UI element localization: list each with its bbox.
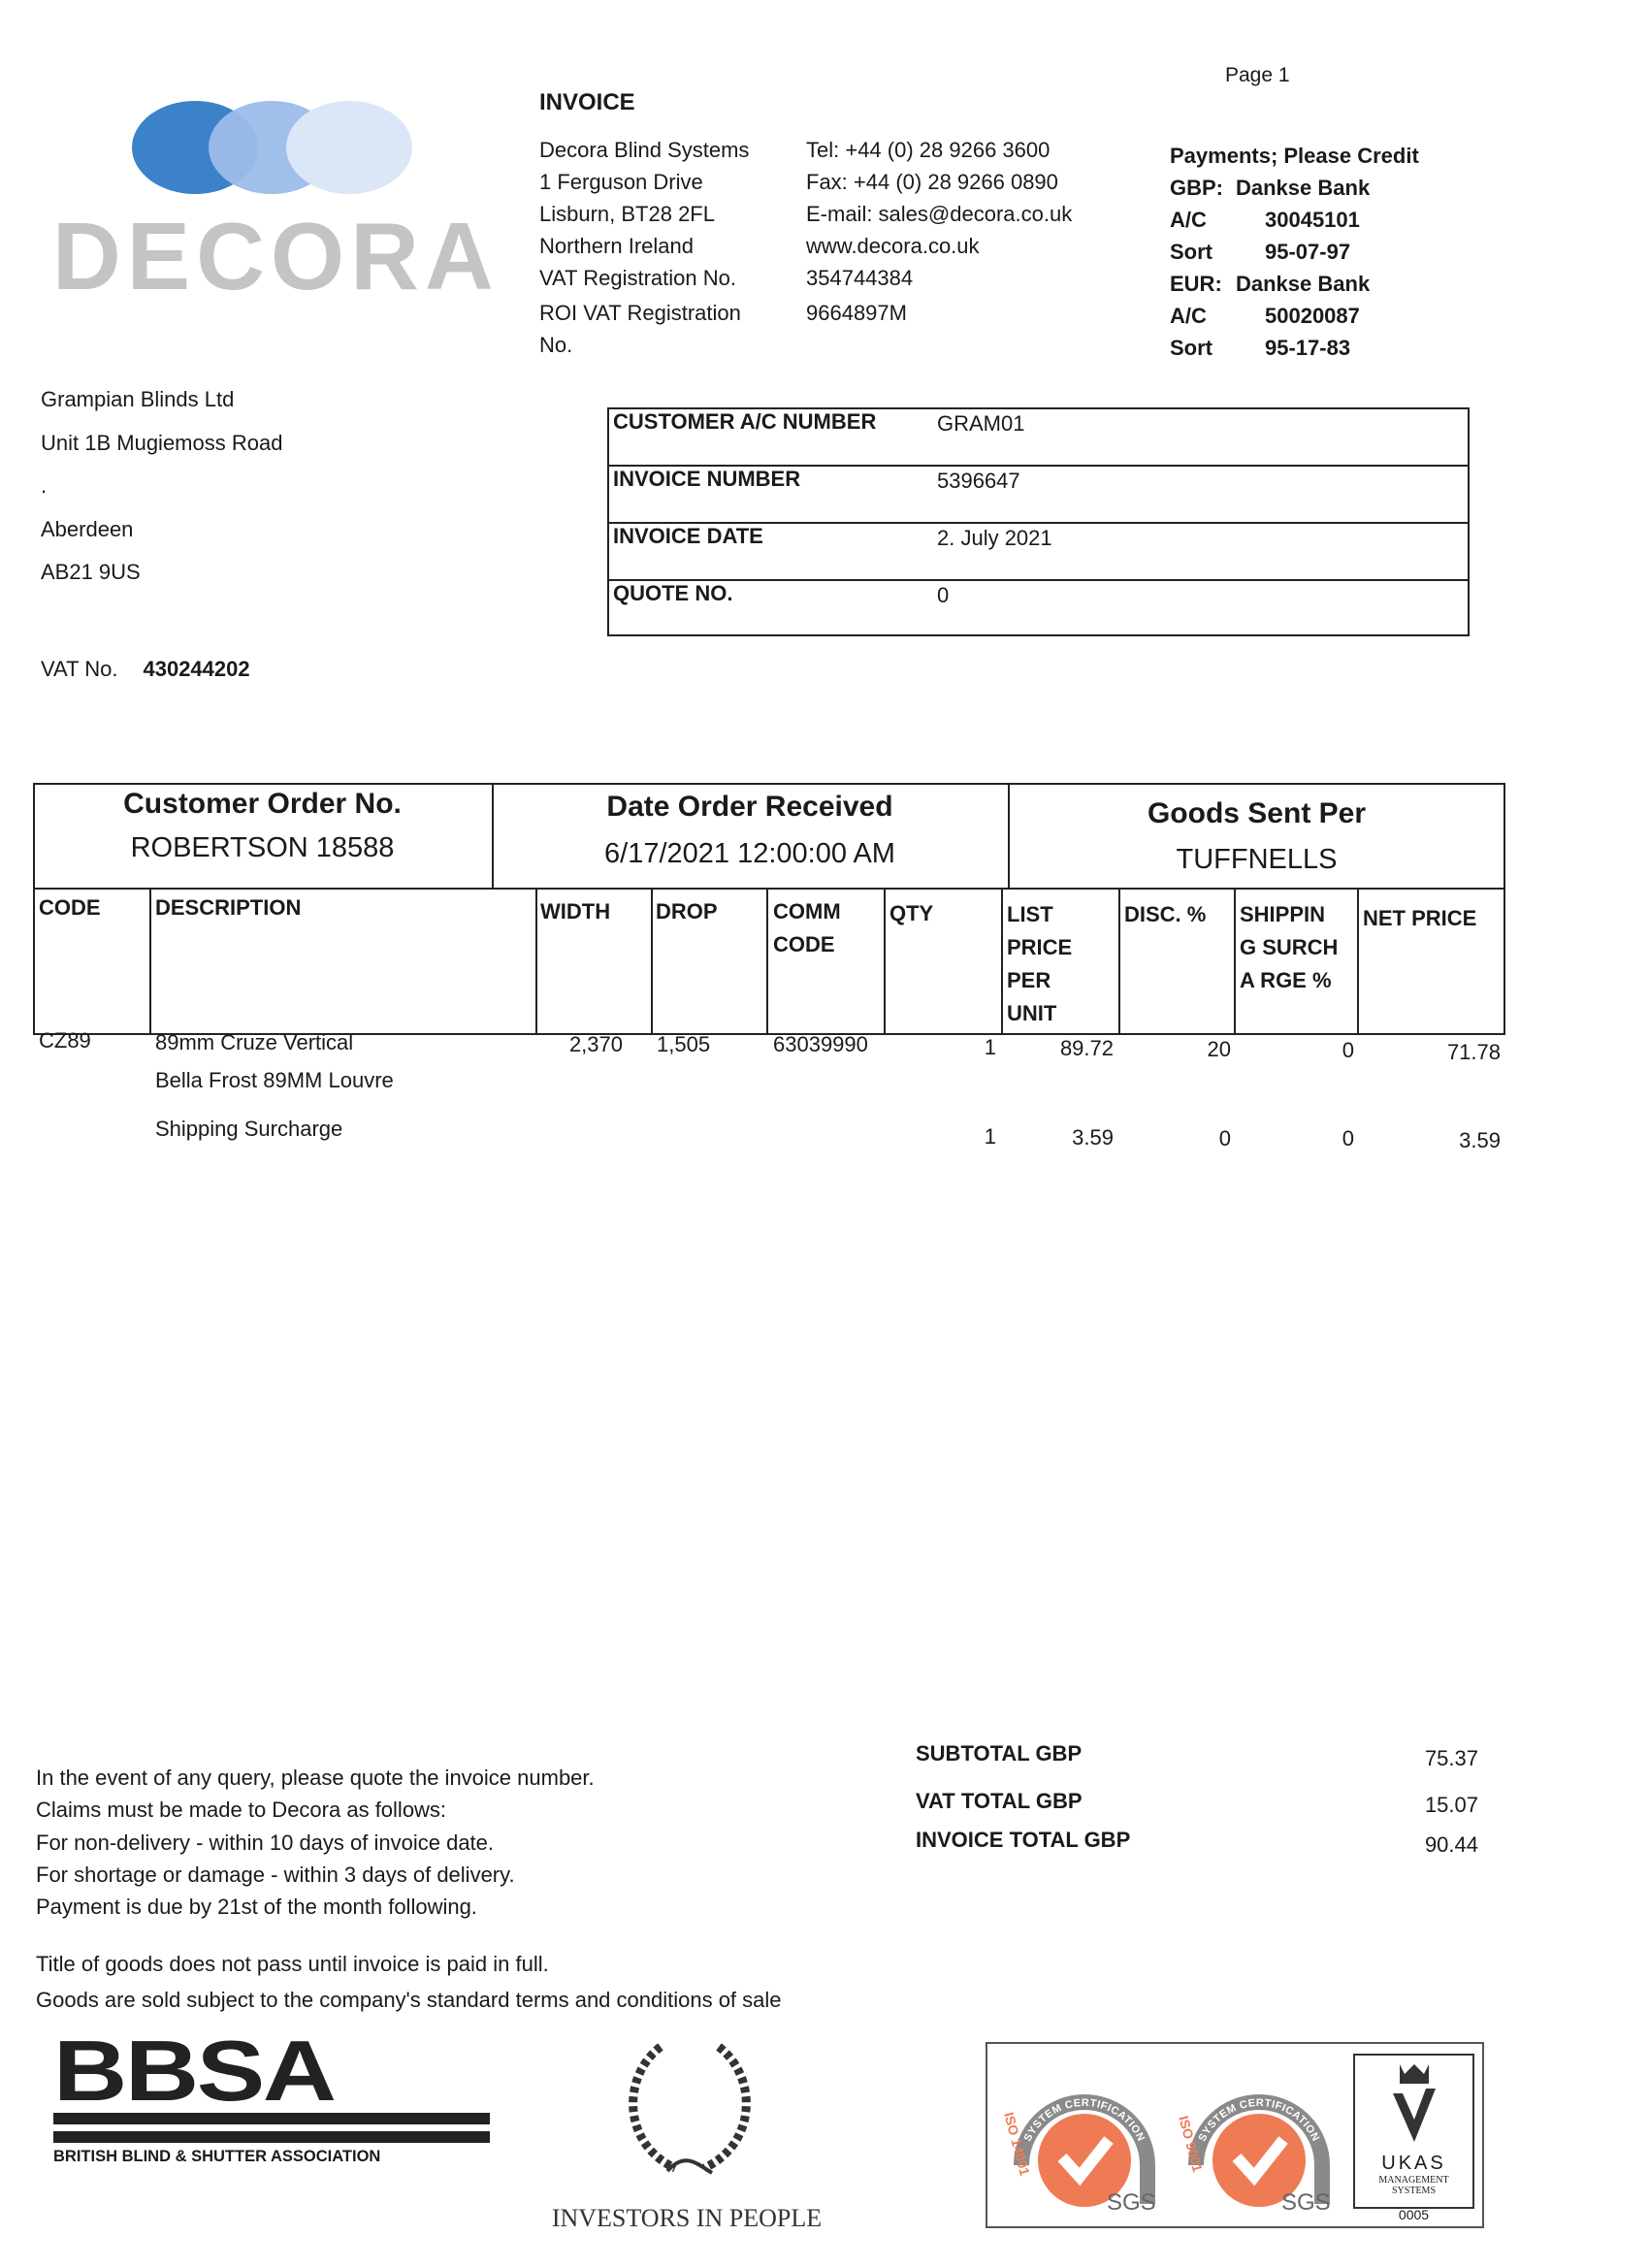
company-contact: Tel: +44 (0) 28 9266 3600 Fax: +44 (0) 2…	[806, 138, 1073, 325]
certification-logos: SYSTEM CERTIFICATION ISO 14001 SGS SYSTE…	[986, 2042, 1484, 2228]
col-comm-code: COMM CODE	[773, 899, 841, 956]
invoice-total-value: 90.44	[1424, 1832, 1478, 1857]
customer-order-value: ROBERTSON 18588	[130, 832, 395, 863]
vat-total-value: 15.07	[1424, 1793, 1478, 1817]
customer-order-label: Customer Order No.	[123, 788, 402, 820]
col-code: CODE	[39, 895, 101, 920]
col-width: WIDTH	[540, 899, 611, 923]
invoice-total-label: INVOICE TOTAL GBP	[916, 1828, 1131, 1852]
laurel-wreath-icon	[629, 2043, 751, 2175]
col-shipping-surcharge: SHIPPIN G SURCHA RGE %	[1240, 902, 1339, 992]
ukas-logo: UKAS MANAGEMENT SYSTEMS	[1353, 2054, 1474, 2209]
crown-check-icon	[1392, 2064, 1436, 2142]
invoice-date-value: 2. July 2021	[937, 526, 1052, 550]
date-received-label: Date Order Received	[606, 791, 893, 823]
terms-notes: In the event of any query, please quote …	[36, 1766, 782, 2012]
quote-number-value: 0	[937, 583, 950, 607]
col-net-price: NET PRICE	[1363, 906, 1477, 930]
subtotal-label: SUBTOTAL GBP	[916, 1741, 1083, 1766]
items-header	[33, 888, 1505, 1035]
invoice-date-label: INVOICE DATE	[613, 524, 763, 548]
customer-vat: VAT No. 430244202	[41, 657, 250, 681]
vat-total-label: VAT TOTAL GBP	[916, 1789, 1083, 1813]
sgs-iso9001-logo: SYSTEM CERTIFICATION ISO 9001 SGS	[1176, 2094, 1331, 2216]
date-received-value: 6/17/2021 12:00:00 AM	[604, 838, 895, 869]
customer-account-label: CUSTOMER A/C NUMBER	[613, 409, 877, 434]
quote-number-label: QUOTE NO.	[613, 581, 733, 605]
col-qty: QTY	[889, 901, 934, 925]
page-number: Page 1	[1225, 64, 1290, 86]
customer-address: Grampian Blinds Ltd Unit 1B Mugiemoss Ro…	[41, 387, 283, 584]
col-discount: DISC. %	[1124, 902, 1207, 926]
investors-in-people-text: INVESTORS IN PEOPLE	[551, 2204, 823, 2232]
decora-logo: DECORA	[48, 97, 514, 309]
company-address: Decora Blind Systems 1 Ferguson Drive Li…	[539, 138, 750, 357]
sgs-iso14001-logo: SYSTEM CERTIFICATION ISO 14001 SGS	[1001, 2094, 1156, 2216]
subtotal-value: 75.37	[1424, 1746, 1478, 1770]
col-description: DESCRIPTION	[155, 895, 302, 920]
payment-details: Payments; Please Credit GBP: Dankse Bank …	[1170, 144, 1419, 360]
goods-sent-value: TUFFNELLS	[1176, 844, 1338, 875]
invoice-number-value: 5396647	[937, 469, 1020, 493]
customer-account-value: GRAM01	[937, 411, 1025, 436]
document-title: INVOICE	[539, 89, 635, 115]
goods-sent-label: Goods Sent Per	[1147, 797, 1367, 829]
col-drop: DROP	[656, 899, 718, 923]
invoice-number-label: INVOICE NUMBER	[613, 467, 801, 491]
investors-in-people-logo	[607, 2037, 772, 2231]
col-list-price: LIST PRICE PER UNIT	[1007, 902, 1073, 1025]
bbsa-logo: BBSA BRITISH BLIND & SHUTTER ASSOCIATION	[53, 2023, 490, 2168]
